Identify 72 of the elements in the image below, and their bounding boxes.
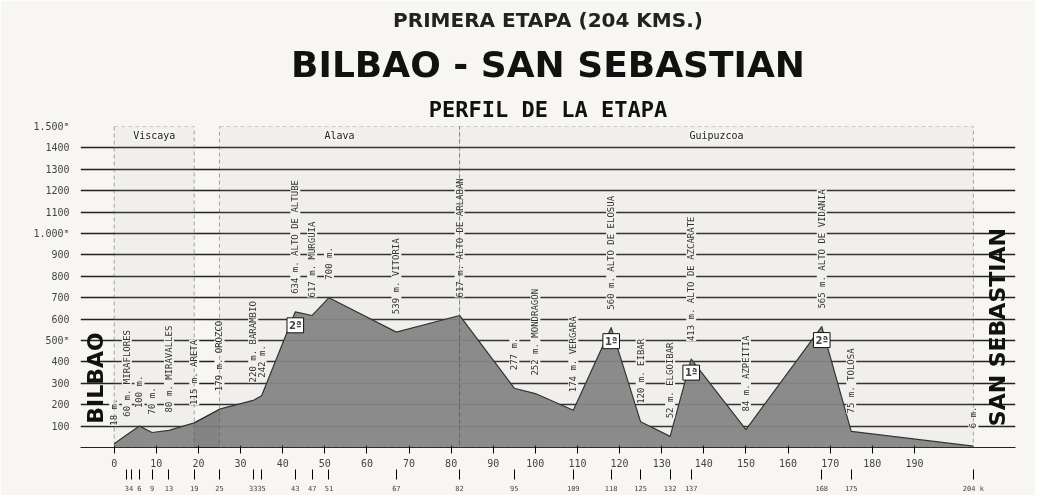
- data-label: 617 m. MURGUIA: [307, 221, 318, 298]
- x-tick-label: 170: [821, 457, 840, 469]
- y-tick-label: 1200: [45, 185, 70, 197]
- annotation: 1ª: [604, 335, 618, 347]
- annotation: 2ª: [815, 334, 829, 346]
- data-label: 120 m. EIBAR: [635, 338, 646, 404]
- data-label: 84 m. AZPEITIA: [740, 335, 751, 412]
- data-label: 60 m. MIRAFLORES: [121, 329, 132, 417]
- data-label: 115 m. ARETA: [189, 339, 200, 405]
- data-label: 174 m. VERGARA: [568, 315, 579, 393]
- annotation: 2ª: [289, 319, 302, 331]
- x-tick-label: 110: [568, 457, 587, 469]
- text: PERFIL DE LA ETAPA: [428, 96, 668, 122]
- annotation: 1ª: [684, 367, 698, 379]
- x-tick-label: 160: [779, 457, 798, 469]
- y-tick-label: 1100: [45, 206, 70, 218]
- band-label: Viscaya: [133, 129, 176, 141]
- band-label: Alava: [324, 129, 355, 141]
- x-tick-label: 120: [610, 457, 629, 469]
- annotation: BILBAO: [83, 332, 109, 424]
- y-tick-label: 300: [51, 377, 70, 389]
- x-tick-label: 30: [234, 457, 247, 469]
- data-label: 617 m. ALTO DE ARLABAN: [454, 178, 465, 298]
- data-label: 6 m.: [968, 406, 979, 429]
- x-tick-label: 50: [318, 457, 331, 469]
- y-tick-label: 400: [51, 356, 70, 368]
- band-label: Guipuzcoa: [689, 129, 744, 141]
- y-tick-label: 900: [51, 249, 70, 261]
- x-tick-label: 100: [526, 457, 545, 469]
- data-label: 100 m.: [134, 375, 145, 409]
- x-tick-label: 150: [736, 457, 755, 469]
- x-tick-label: 40: [276, 457, 289, 469]
- data-label: 560 m. ALTO DE ELOSUA: [606, 195, 617, 310]
- data-label: 70 m.: [147, 387, 158, 415]
- data-label: 52 m. ELGOIBAR: [665, 341, 676, 419]
- data-label: 242 m.: [256, 345, 267, 378]
- x-tick-label: 70: [402, 457, 416, 469]
- annotation: SAN SEBASTIAN: [985, 228, 1011, 427]
- data-label: 179 m. OROZCO: [214, 320, 225, 392]
- x-tick-label: 190: [905, 457, 924, 469]
- chart-title: PRIMERA ETAPA (204 KMS.): [393, 7, 703, 32]
- y-tick-label: 800: [51, 270, 70, 282]
- x-tick-label: 20: [192, 457, 205, 469]
- data-label: 413 m. ALTO DE AZCARATE: [686, 216, 697, 342]
- x-tick-label: 0: [111, 457, 118, 469]
- x-tick-label: 10: [150, 457, 163, 469]
- y-tick-label: 1.000ᵐ: [33, 228, 70, 239]
- x-tick-label: 60: [360, 457, 373, 469]
- y-tick-label: 600: [51, 313, 70, 325]
- data-label: 18 m.: [109, 398, 120, 426]
- y-tick-label: 1400: [45, 142, 70, 154]
- data-label: 700 m.: [323, 247, 334, 280]
- y-tick-label: 1300: [45, 163, 70, 175]
- data-label: 220 m. BARAMBIO: [248, 301, 259, 383]
- x-tick-label: 80: [445, 457, 458, 469]
- x-tick-label: 130: [652, 457, 671, 469]
- data-label: 252 m. MONDRAGON: [530, 288, 541, 376]
- data-label: 634 m. ALTO DE ALTUBE: [290, 180, 301, 294]
- data-label: 565 m. ALTO DE VIDANIA: [816, 188, 827, 309]
- data-label: 277 m.: [509, 337, 520, 371]
- chart-subtitle: BILBAO - SAN SEBASTIAN: [291, 43, 805, 85]
- data-label: 539 m. VITORIA: [391, 237, 402, 315]
- y-tick-label: 1.500ᵐ: [33, 121, 70, 132]
- data-label: 80 m. MIRAVALLES: [163, 325, 174, 413]
- y-tick-label: 500ᵐ: [45, 335, 70, 346]
- y-tick-label: 700: [51, 292, 70, 304]
- x-tick-label: 180: [863, 457, 882, 469]
- x-tick-label: 90: [487, 457, 500, 469]
- x-tick-label: 140: [694, 457, 713, 469]
- y-tick-label: 100: [51, 420, 70, 432]
- data-label: 75 m. TOLOSA: [846, 347, 857, 414]
- y-tick-label: 200: [51, 399, 70, 411]
